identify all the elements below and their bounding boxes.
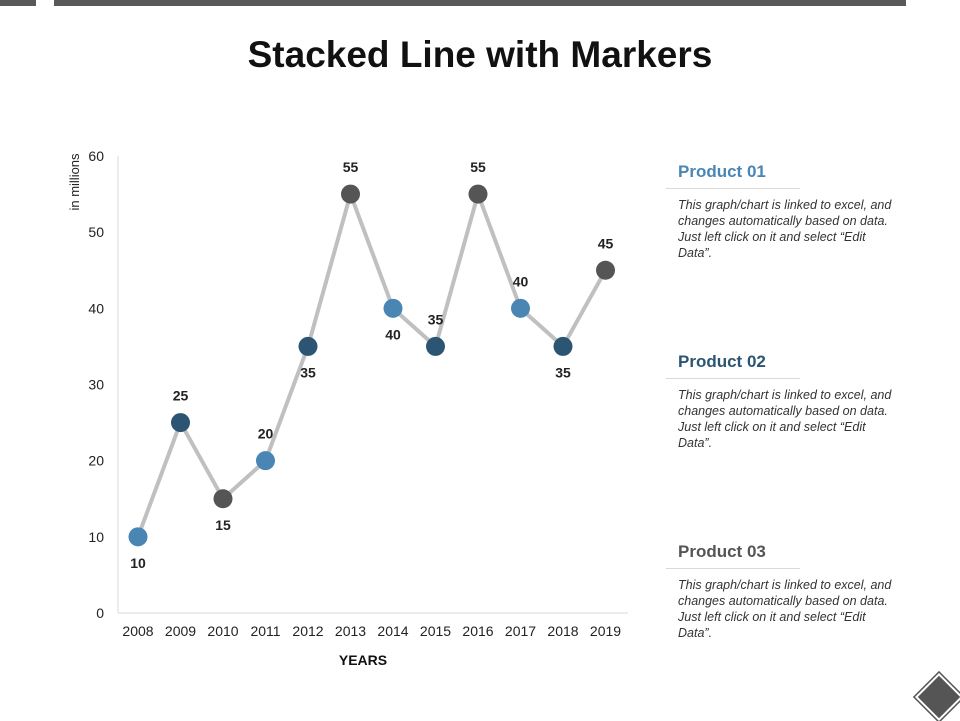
data-label: 40 [513, 273, 529, 289]
x-tick-label: 2016 [462, 623, 493, 639]
chart-axes [117, 156, 628, 614]
y-tick-label: 0 [96, 605, 104, 621]
x-tick-label: 2013 [335, 623, 366, 639]
data-point-marker [383, 298, 403, 318]
data-point-marker [128, 527, 148, 547]
data-label: 35 [555, 364, 571, 380]
y-axis-title: in millions [67, 153, 82, 211]
data-point-marker [426, 336, 445, 356]
data-point-marker [213, 489, 233, 509]
data-point-marker [511, 298, 530, 318]
x-tick-label: 2011 [250, 623, 280, 639]
data-label: 55 [470, 159, 486, 175]
legend-desc-product-03: This graph/chart is linked to excel, and… [678, 578, 892, 640]
x-tick-label: 2009 [165, 623, 196, 639]
x-tick-label: 2012 [292, 623, 323, 639]
legend-product-01: Product 01 This graph/chart is linked to… [666, 162, 896, 261]
data-point-marker [596, 260, 615, 280]
legend-title-product-01: Product 01 [666, 162, 800, 189]
data-label: 45 [598, 235, 614, 251]
data-label: 35 [300, 364, 316, 380]
data-label: 25 [173, 388, 189, 404]
legend-product-02: Product 02 This graph/chart is linked to… [666, 352, 896, 451]
legend-desc-product-02: This graph/chart is linked to excel, and… [678, 388, 892, 450]
x-axis-title: YEARS [339, 652, 387, 668]
data-point-marker [553, 336, 573, 356]
legend-title-product-02: Product 02 [666, 352, 800, 379]
page-title: Stacked Line with Markers [247, 34, 713, 75]
data-label-group: 10 25 15 20 35 55 40 35 55 40 35 45 [130, 159, 613, 571]
y-tick-label: 10 [88, 529, 104, 545]
x-tick-label: 2014 [377, 623, 408, 639]
data-point-marker [298, 336, 318, 356]
top-bar-right [54, 0, 906, 6]
x-tick-label: 2018 [547, 623, 578, 639]
data-point-marker [256, 451, 275, 471]
x-tick-label: 2010 [207, 623, 238, 639]
series-line [136, 192, 608, 538]
y-tick-label: 60 [88, 148, 104, 164]
legend-title-product-03: Product 03 [666, 542, 800, 569]
data-label: 10 [130, 555, 146, 571]
data-label: 40 [385, 326, 401, 342]
data-point-marker [468, 184, 488, 204]
y-tick-label: 30 [88, 377, 104, 393]
legend-desc-product-01: This graph/chart is linked to excel, and… [678, 198, 892, 260]
y-axis-ticks: 0 10 20 30 40 50 60 [88, 148, 104, 621]
data-label: 20 [258, 426, 274, 442]
series-line-group [136, 192, 608, 538]
marker-group [128, 184, 615, 547]
data-label: 15 [215, 517, 231, 533]
x-tick-label: 2008 [122, 623, 153, 639]
y-tick-label: 50 [88, 224, 104, 240]
legend-product-03: Product 03 This graph/chart is linked to… [666, 542, 896, 641]
top-bar-left [0, 0, 36, 6]
y-tick-label: 40 [88, 300, 104, 316]
x-tick-label: 2019 [590, 623, 621, 639]
data-point-marker [341, 184, 360, 204]
x-axis-ticks: 2008 2009 2010 2011 2012 2013 2014 2015 2016 2017… [122, 623, 621, 639]
y-tick-label: 20 [88, 453, 104, 469]
x-tick-label: 2017 [505, 623, 536, 639]
data-point-marker [171, 413, 190, 433]
data-label: 55 [343, 159, 359, 175]
x-tick-label: 2015 [420, 623, 451, 639]
data-label: 35 [428, 311, 444, 327]
